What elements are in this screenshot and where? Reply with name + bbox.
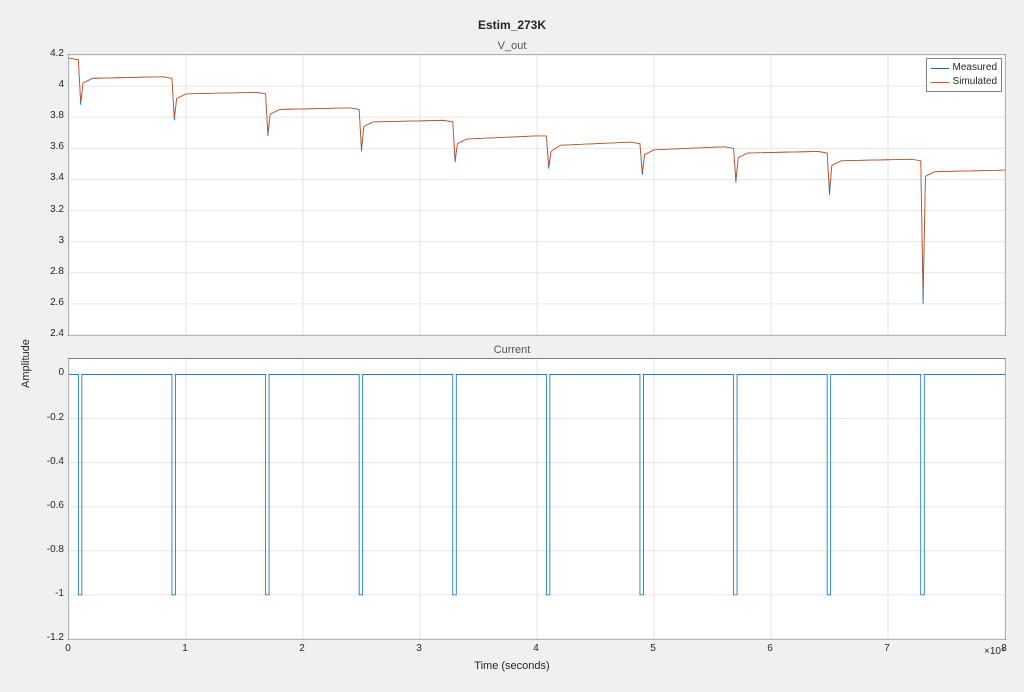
ytick-label: 2.8 [34, 266, 64, 277]
bottom-subplot-title: Current [8, 344, 1016, 356]
figure-container: Estim_273K Amplitude V_out Measured Simu… [8, 8, 1016, 684]
ytick-label: 4 [34, 79, 64, 90]
ytick-label: 3.6 [34, 141, 64, 152]
bottom-plot-area[interactable] [68, 358, 1006, 640]
legend-item-measured[interactable]: Measured [931, 61, 997, 75]
x-axis-label: Time (seconds) [8, 660, 1016, 672]
ytick-label: 0 [34, 367, 64, 378]
xtick-label: 6 [755, 643, 785, 654]
ytick-label: -0.6 [34, 500, 64, 511]
legend-label: Simulated [953, 75, 997, 89]
xtick-label: 2 [287, 643, 317, 654]
legend-swatch-simulated [931, 82, 949, 83]
top-series [69, 55, 1005, 335]
ytick-label: 2.4 [34, 328, 64, 339]
top-plot-area[interactable]: Measured Simulated [68, 54, 1006, 336]
ytick-label: 2.6 [34, 297, 64, 308]
legend[interactable]: Measured Simulated [926, 58, 1002, 92]
ytick-label: -1 [34, 588, 64, 599]
ytick-label: -1.2 [34, 632, 64, 643]
legend-label: Measured [953, 61, 997, 75]
ytick-label: 3.2 [34, 204, 64, 215]
xtick-label: 7 [872, 643, 902, 654]
xtick-label: 1 [170, 643, 200, 654]
xtick-label: 4 [521, 643, 551, 654]
ytick-label: -0.4 [34, 456, 64, 467]
xtick-label: 0 [53, 643, 83, 654]
bottom-series [69, 359, 1005, 639]
ytick-label: 3.8 [34, 110, 64, 121]
ytick-label: 4.2 [34, 48, 64, 59]
top-subplot-title: V_out [8, 40, 1016, 52]
xtick-label: 5 [638, 643, 668, 654]
legend-item-simulated[interactable]: Simulated [931, 75, 997, 89]
figure-title: Estim_273K [8, 18, 1016, 32]
legend-swatch-measured [931, 68, 949, 69]
xtick-label: 3 [404, 643, 434, 654]
ytick-label: -0.2 [34, 412, 64, 423]
ytick-label: -0.8 [34, 544, 64, 555]
ytick-label: 3 [34, 235, 64, 246]
ytick-label: 3.4 [34, 172, 64, 183]
x-multiplier: ×10⁴ [984, 646, 1005, 657]
